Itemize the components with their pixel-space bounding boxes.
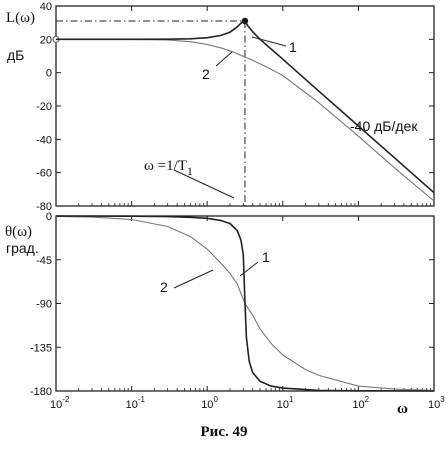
x-tick-label: 101 [277,395,294,411]
magnitude-y-tick-label: -20 [36,101,52,113]
magnitude-y-tick-label: 20 [40,34,52,46]
magnitude-panel: 40 20 0 -20 -40 -60 -80 L(ω) дБ 1 2 -40 дБ/дек… [6,1,435,213]
frequency-axis-title: ω [397,401,408,417]
phase-axis-title: θ(ω) [5,224,32,240]
x-tick-label: 10-1 [126,395,146,411]
phase-label-2-leader [173,269,214,289]
phase-y-ticks: 0 -45 -90 -135 -180 [30,211,434,398]
magnitude-y-tick-label: -40 [36,134,52,146]
phase-panel: 0 -45 -90 -135 -180 10-2 10-1 100 101 102 103 θ(ω… [5,211,445,417]
x-tick-label: 100 [201,395,218,411]
phase-x-ticks: 10-2 10-1 100 101 102 103 [50,216,445,411]
phase-label-1-leader [239,261,259,277]
magnitude-series [55,20,435,202]
magnitude-y-tick-label: 0 [46,68,52,80]
magnitude-axis-unit: дБ [7,47,24,63]
slope-annotation: -40 дБ/дек [350,118,418,134]
phase-y-tick-label: -180 [30,386,52,398]
magnitude-series-2-label: 2 [202,66,210,82]
phase-series-1-label: 1 [262,249,270,265]
magnitude-x-ticks [55,6,435,206]
magnitude-y-tick-label: -60 [36,168,52,180]
magnitude-y-tick-label: -80 [36,201,52,213]
magnitude-series-2-line [55,38,435,202]
magnitude-y-ticks: 40 20 0 -20 -40 -60 -80 [36,1,434,213]
phase-y-tick-label: -135 [30,342,52,354]
magnitude-series-1-label: 1 [289,39,297,55]
phase-series-1-line [55,215,435,392]
x-tick-label: 103 [428,395,445,411]
phase-y-tick-label: -45 [36,255,52,267]
magnitude-y-tick-label: 40 [40,1,52,13]
corner-guides [52,17,249,206]
x-tick-label: 102 [352,395,369,411]
phase-series [55,215,435,392]
figure-caption: Рис. 49 [200,424,248,440]
phase-axis-unit: град. [6,240,39,256]
x-tick-label: 10-2 [50,395,70,411]
label-1-leader [251,36,287,47]
phase-y-tick-label: -90 [36,299,52,311]
label-2-leader [215,51,233,67]
corner-annotation-leader [173,169,235,199]
magnitude-series-1-line [56,20,435,194]
magnitude-axis-title: L(ω) [6,10,35,26]
corner-frequency-annotation: ω =1/T1 [144,158,193,178]
phase-y-tick-label: 0 [46,211,52,223]
phase-series-2-label: 2 [160,279,168,295]
